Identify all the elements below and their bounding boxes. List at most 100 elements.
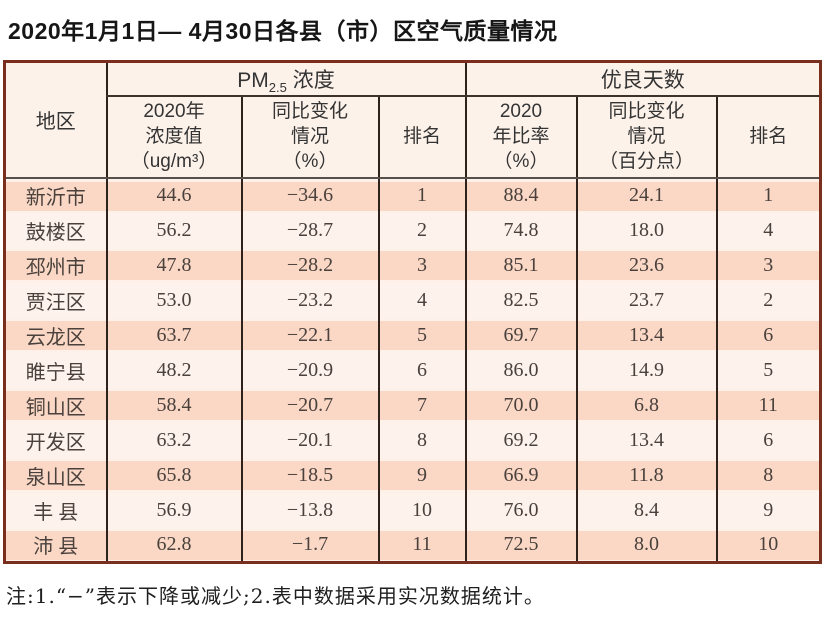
- cell-pm25-change: −20.7: [240, 387, 379, 423]
- cell-good-change: 8.0: [575, 527, 717, 563]
- cell-region: 铜山区: [3, 387, 107, 423]
- cell-good-rank: 9: [715, 492, 821, 528]
- table-row: 云龙区 63.7 −22.1 5 69.7 13.4 6: [3, 317, 821, 353]
- table-row: 铜山区 58.4 −20.7 7 70.0 6.8 11: [3, 387, 821, 423]
- cell-pm25-change: −20.1: [240, 422, 379, 458]
- page-title: 2020年1月1日— 4月30日各县（市）区空气质量情况: [8, 18, 558, 44]
- cell-pm25-rank: 6: [377, 352, 466, 388]
- cell-good-rank: 11: [715, 387, 821, 423]
- cell-good-rate: 86.0: [464, 352, 577, 388]
- cell-pm25-change: −22.1: [240, 317, 379, 353]
- cell-pm25-value: 44.6: [105, 177, 242, 213]
- table-row: 丰 县 56.9 −13.8 10 76.0 8.4 9: [3, 492, 821, 528]
- cell-good-rank: 4: [715, 212, 821, 248]
- footnote: 注:1.“−”表示下降或减少;2.表中数据采用实况数据统计。: [6, 584, 545, 608]
- cell-good-rate: 74.8: [464, 212, 577, 248]
- cell-region: 开发区: [3, 422, 107, 458]
- cell-pm25-rank: 1: [377, 177, 466, 213]
- cell-region: 鼓楼区: [3, 212, 107, 248]
- table-row: 睢宁县 48.2 −20.9 6 86.0 14.9 5: [3, 352, 821, 388]
- cell-region: 新沂市: [3, 177, 107, 213]
- cell-good-change: 11.8: [575, 457, 717, 493]
- cell-good-change: 23.6: [575, 247, 717, 283]
- cell-region: 沛 县: [3, 527, 107, 563]
- cell-pm25-change: −18.5: [240, 457, 379, 493]
- table-header: 地区 PM2.5 浓度 优良天数 2020年 浓度值 （ug/m³） 同比变化 …: [3, 61, 821, 179]
- air-quality-table: 地区 PM2.5 浓度 优良天数 2020年 浓度值 （ug/m³） 同比变化 …: [3, 60, 823, 564]
- cell-pm25-value: 63.7: [105, 317, 242, 353]
- cell-region: 邳州市: [3, 247, 107, 283]
- cell-pm25-change: −28.7: [240, 212, 379, 248]
- cell-good-rank: 8: [715, 457, 821, 493]
- col-header-pm25-rank: 排名: [377, 95, 466, 179]
- cell-good-change: 14.9: [575, 352, 717, 388]
- pm25-label-prefix: PM: [237, 68, 269, 92]
- cell-pm25-rank: 9: [377, 457, 466, 493]
- table-row: 沛 县 62.8 −1.7 11 72.5 8.0 10: [3, 527, 821, 563]
- cell-good-change: 6.8: [575, 387, 717, 423]
- cell-pm25-value: 62.8: [105, 527, 242, 563]
- col-header-good-rate: 2020 年比率 （%）: [464, 95, 577, 179]
- col-group-good-days: 优良天数: [464, 61, 821, 97]
- cell-pm25-change: −13.8: [240, 492, 379, 528]
- cell-pm25-change: −1.7: [240, 527, 379, 563]
- cell-good-rank: 1: [715, 177, 821, 213]
- table-row: 开发区 63.2 −20.1 8 69.2 13.4 6: [3, 422, 821, 458]
- table-row: 泉山区 65.8 −18.5 9 66.9 11.8 8: [3, 457, 821, 493]
- cell-pm25-rank: 10: [377, 492, 466, 528]
- cell-good-rate: 70.0: [464, 387, 577, 423]
- cell-pm25-value: 58.4: [105, 387, 242, 423]
- cell-good-change: 23.7: [575, 282, 717, 318]
- table-row: 邳州市 47.8 −28.2 3 85.1 23.6 3: [3, 247, 821, 283]
- cell-region: 云龙区: [3, 317, 107, 353]
- table-row: 贾汪区 53.0 −23.2 4 82.5 23.7 2: [3, 282, 821, 318]
- table-row: 鼓楼区 56.2 −28.7 2 74.8 18.0 4: [3, 212, 821, 248]
- cell-good-rank: 10: [715, 527, 821, 563]
- cell-good-change: 13.4: [575, 317, 717, 353]
- cell-pm25-value: 65.8: [105, 457, 242, 493]
- cell-good-change: 18.0: [575, 212, 717, 248]
- table-body: 新沂市 44.6 −34.6 1 88.4 24.1 1 鼓楼区 56.2 −2…: [3, 177, 821, 563]
- cell-good-rate: 66.9: [464, 457, 577, 493]
- cell-good-change: 13.4: [575, 422, 717, 458]
- header-group-row: 地区 PM2.5 浓度 优良天数: [3, 61, 821, 179]
- cell-good-rank: 5: [715, 352, 821, 388]
- cell-pm25-change: −28.2: [240, 247, 379, 283]
- cell-good-rate: 82.5: [464, 282, 577, 318]
- cell-region: 丰 县: [3, 492, 107, 528]
- col-header-good-rank: 排名: [715, 95, 821, 179]
- cell-region: 睢宁县: [3, 352, 107, 388]
- cell-pm25-value: 63.2: [105, 422, 242, 458]
- cell-pm25-rank: 4: [377, 282, 466, 318]
- table-row: 新沂市 44.6 −34.6 1 88.4 24.1 1: [3, 177, 821, 213]
- cell-pm25-value: 56.2: [105, 212, 242, 248]
- cell-pm25-value: 48.2: [105, 352, 242, 388]
- cell-region: 泉山区: [3, 457, 107, 493]
- cell-pm25-value: 53.0: [105, 282, 242, 318]
- col-header-pm25-change: 同比变化 情况 （%）: [240, 95, 379, 179]
- header-sub-row: 2020年 浓度值 （ug/m³） 同比变化 情况 （%） 排名 2020 年比…: [5, 95, 821, 179]
- cell-pm25-value: 47.8: [105, 247, 242, 283]
- col-header-pm25-value: 2020年 浓度值 （ug/m³）: [105, 95, 242, 179]
- cell-good-change: 24.1: [575, 177, 717, 213]
- cell-pm25-rank: 11: [377, 527, 466, 563]
- cell-pm25-change: −23.2: [240, 282, 379, 318]
- cell-pm25-rank: 2: [377, 212, 466, 248]
- pm25-label-suffix: 浓度: [286, 68, 335, 92]
- cell-good-rate: 69.2: [464, 422, 577, 458]
- cell-pm25-rank: 8: [377, 422, 466, 458]
- cell-good-rate: 72.5: [464, 527, 577, 563]
- cell-good-rate: 69.7: [464, 317, 577, 353]
- col-header-good-change: 同比变化 情况 （百分点）: [575, 95, 717, 179]
- cell-good-rate: 85.1: [464, 247, 577, 283]
- cell-good-rank: 6: [715, 422, 821, 458]
- cell-pm25-rank: 3: [377, 247, 466, 283]
- pm25-label-subscript: 2.5: [268, 79, 287, 95]
- cell-good-rate: 88.4: [464, 177, 577, 213]
- cell-good-rank: 2: [715, 282, 821, 318]
- cell-pm25-change: −20.9: [240, 352, 379, 388]
- col-group-pm25: PM2.5 浓度: [105, 61, 466, 97]
- cell-pm25-rank: 5: [377, 317, 466, 353]
- cell-good-change: 8.4: [575, 492, 717, 528]
- cell-good-rate: 76.0: [464, 492, 577, 528]
